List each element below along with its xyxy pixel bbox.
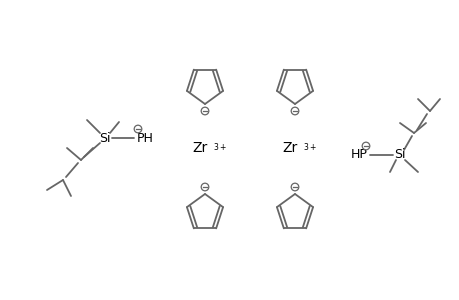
Text: Si: Si	[99, 131, 111, 145]
Text: Si: Si	[393, 148, 405, 161]
Text: PH: PH	[137, 131, 154, 145]
Text: Zr: Zr	[192, 141, 207, 155]
Text: Zr: Zr	[282, 141, 297, 155]
Text: $^{3+}$: $^{3+}$	[213, 143, 227, 153]
Text: HP: HP	[350, 148, 367, 161]
Text: $^{3+}$: $^{3+}$	[302, 143, 317, 153]
